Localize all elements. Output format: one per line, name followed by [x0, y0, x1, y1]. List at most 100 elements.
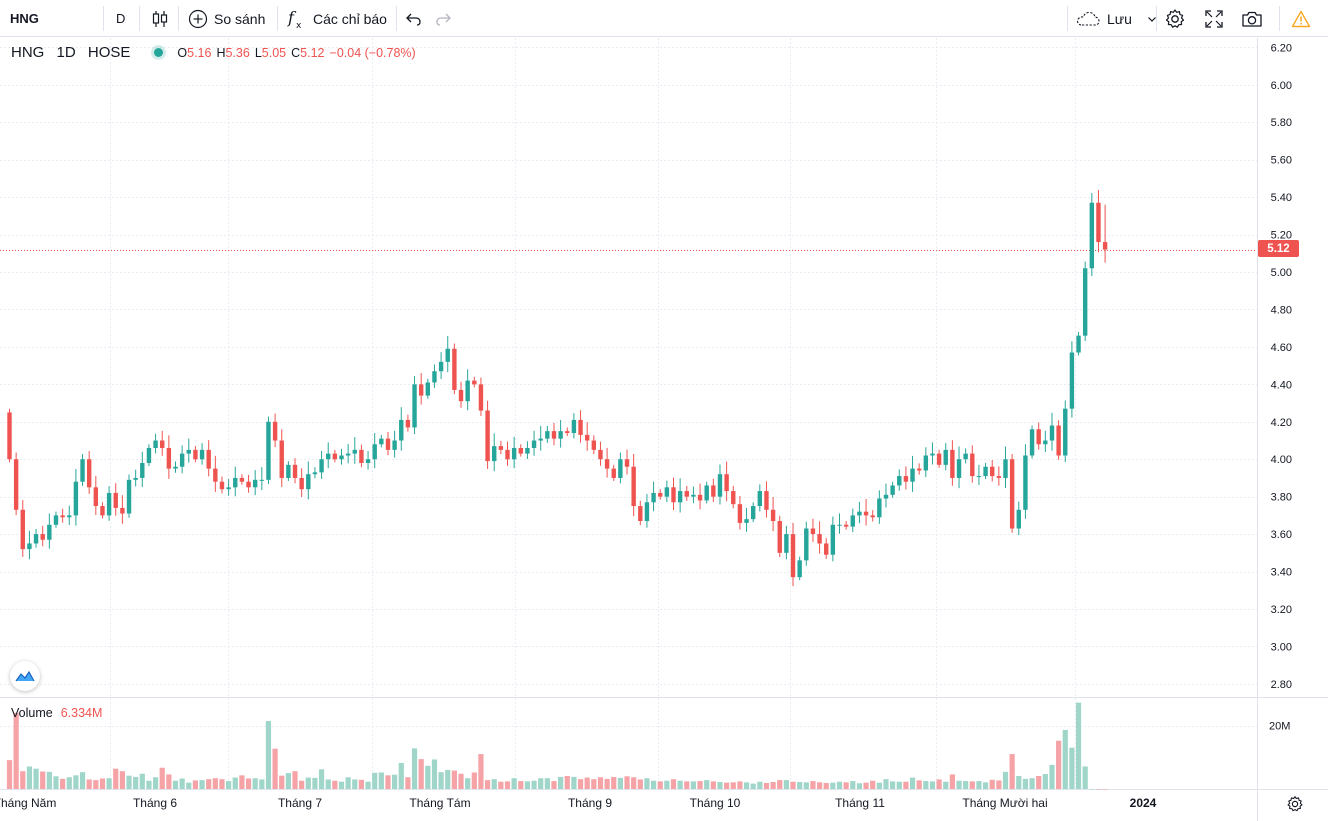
volume-bar [936, 779, 942, 789]
volume-bar [1016, 775, 1022, 789]
volume-bar [916, 780, 922, 789]
volume-bar [704, 780, 710, 789]
volume-bar [923, 781, 929, 789]
volume-bar [531, 780, 537, 789]
snapshot-button[interactable] [1241, 0, 1263, 37]
candle-body [359, 449, 364, 463]
undo-button[interactable] [405, 0, 423, 37]
tradingview-logo[interactable] [10, 661, 40, 691]
candle-body [584, 434, 590, 441]
toolbar-divider [1156, 6, 1157, 31]
volume-bar [285, 773, 291, 789]
candle-body [259, 479, 265, 481]
volume-tick-label: 20M [1269, 721, 1290, 733]
price-tick-label: 6.00 [1271, 80, 1292, 92]
candle-body [120, 507, 125, 514]
undo-icon [406, 13, 421, 26]
volume-bar [511, 778, 517, 789]
volume-bar [60, 778, 66, 789]
time-tick-label: Tháng 10 [690, 796, 741, 810]
compare-button[interactable]: So sánh [188, 0, 265, 37]
volume-bar [969, 781, 975, 789]
candle-body [850, 515, 855, 527]
candle-body [206, 449, 211, 469]
candle-body [604, 459, 610, 469]
candle-body [306, 474, 311, 490]
candle-body [365, 459, 371, 463]
price-tick-label: 3.00 [1271, 641, 1292, 653]
candle-body [551, 431, 557, 439]
candle-body [677, 491, 683, 503]
last-price-label: 5.12 [1258, 240, 1299, 257]
interval-button[interactable]: D [116, 11, 126, 26]
price-tick-label: 4.20 [1271, 417, 1292, 429]
candle-body [578, 419, 583, 435]
candle-body [784, 534, 789, 553]
volume-bar [757, 781, 763, 789]
volume-bar [212, 778, 218, 789]
volume-bar [199, 780, 205, 789]
volume-bar [398, 762, 404, 789]
volume-bar [372, 772, 378, 789]
candle-body [830, 524, 836, 555]
volume-bar [226, 781, 232, 789]
market-status-dot[interactable] [154, 48, 164, 57]
chart-type-button[interactable] [150, 0, 170, 37]
price-tick-label: 3.60 [1271, 529, 1292, 541]
candle-body [80, 459, 85, 482]
redo-icon [436, 13, 451, 26]
candle-body [246, 481, 251, 488]
candle-body [412, 384, 417, 428]
candle-body [53, 515, 59, 525]
volume-bar [810, 781, 816, 789]
candles-icon [152, 10, 168, 27]
change-value: −0.04 (−0.78%) [329, 45, 416, 60]
candle-body [40, 534, 45, 540]
price-tick-label: 5.60 [1271, 155, 1292, 167]
candle-body [770, 509, 776, 522]
symbol-search-button[interactable]: HNG [10, 11, 39, 26]
candle-body [697, 494, 703, 501]
settings-button[interactable] [1164, 0, 1186, 37]
candle-body [843, 524, 849, 527]
candle-body [890, 485, 895, 495]
candle-body [146, 448, 152, 463]
candle-body [193, 449, 198, 460]
fullscreen-button[interactable] [1204, 0, 1224, 37]
volume-bar [750, 783, 756, 789]
volume-bar [352, 779, 358, 789]
candle-body [691, 494, 696, 497]
time-tick-label: Tháng Tám [409, 796, 470, 810]
candle-body [113, 492, 118, 508]
candle-body [226, 487, 231, 490]
volume-bar [252, 778, 258, 789]
save-label: Lưu [1107, 10, 1132, 27]
volume-bar [624, 776, 630, 789]
volume-bar [637, 779, 643, 789]
candle-body [498, 446, 504, 450]
candle-body [385, 438, 391, 450]
volume-bar [504, 781, 511, 789]
volume-bar [558, 776, 564, 789]
axis-settings-button[interactable] [1286, 795, 1304, 818]
volume-bar [186, 782, 192, 789]
grid-lines [0, 38, 1257, 789]
volume-bar [478, 754, 484, 789]
candle-body [804, 528, 809, 561]
volume-bar [717, 782, 723, 789]
candle-body [392, 440, 397, 450]
candle-body [1049, 425, 1055, 441]
indicators-button[interactable]: f x Các chỉ báo [287, 0, 387, 37]
legend-symbol[interactable]: HNG 1D HOSE [11, 44, 130, 61]
candle-body [372, 444, 377, 460]
redo-button[interactable] [434, 0, 452, 37]
time-tick-label: Tháng Năm [0, 796, 56, 810]
legend-ohlc: O5.16 H5.36 L5.05 C5.12 −0.04 (−0.78%) [177, 46, 415, 60]
volume-bar [1089, 789, 1095, 790]
warning-button[interactable] [1291, 0, 1311, 37]
candle-body [910, 468, 915, 482]
save-layout-button[interactable]: Lưu [1075, 0, 1158, 37]
candle-body [352, 449, 357, 454]
candle-body [857, 511, 862, 516]
